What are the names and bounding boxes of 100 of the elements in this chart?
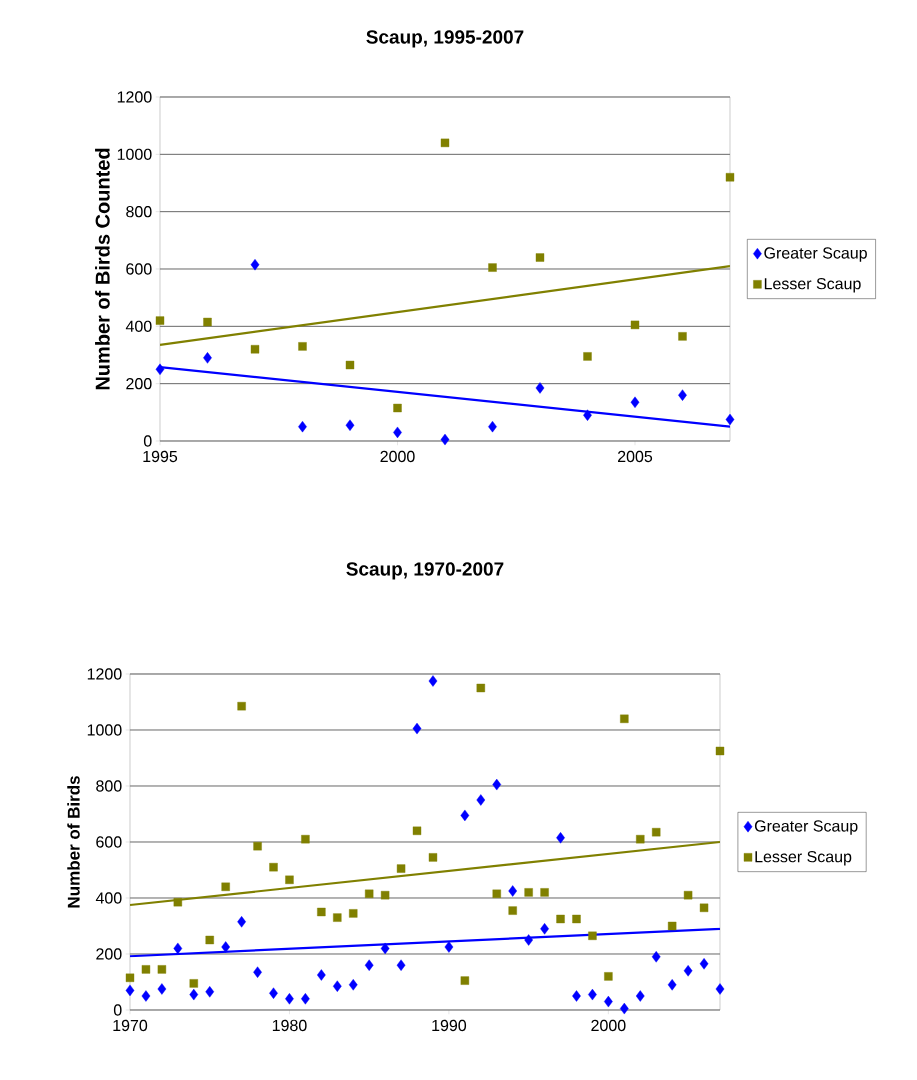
point xyxy=(540,888,549,897)
point xyxy=(189,988,199,1001)
y-tick-label: 600 xyxy=(126,263,152,275)
point xyxy=(301,835,310,844)
point xyxy=(125,984,135,997)
point xyxy=(285,993,294,1005)
point xyxy=(583,409,592,421)
x-tick-label: 2000 xyxy=(591,1019,626,1032)
point xyxy=(440,433,450,446)
point xyxy=(492,778,502,791)
point xyxy=(572,990,581,1002)
x-tick-label: 1970 xyxy=(113,1019,148,1032)
point xyxy=(476,683,486,693)
legend-label: Lesser Scaup xyxy=(764,278,861,293)
point xyxy=(508,906,517,915)
point xyxy=(205,935,214,945)
y-tick-label: 1200 xyxy=(87,668,122,680)
point xyxy=(540,923,549,935)
point xyxy=(253,841,262,851)
chart-title: Scaup, 1995-2007 xyxy=(366,30,524,48)
point xyxy=(269,863,278,872)
point xyxy=(440,138,450,148)
point xyxy=(651,951,661,963)
point xyxy=(652,828,661,837)
point xyxy=(348,979,358,991)
point xyxy=(380,891,390,900)
point xyxy=(524,888,533,897)
point xyxy=(364,959,374,971)
point xyxy=(583,352,592,361)
point xyxy=(588,931,597,940)
y-tick-label: 1200 xyxy=(117,91,152,103)
y-axis-title: Number of Birds xyxy=(67,776,80,908)
point xyxy=(301,993,310,1005)
point xyxy=(317,969,326,981)
legend-label: Greater Scaup xyxy=(764,247,867,262)
point xyxy=(678,332,687,341)
y-tick-label: 400 xyxy=(125,320,152,332)
point xyxy=(221,882,230,891)
point xyxy=(535,253,545,262)
point xyxy=(535,382,545,394)
point xyxy=(683,965,693,977)
point xyxy=(141,965,151,974)
point xyxy=(345,419,355,431)
point xyxy=(667,921,677,931)
point xyxy=(492,889,501,898)
point xyxy=(317,907,326,917)
point xyxy=(141,990,151,1002)
y-tick-label: 0 xyxy=(143,435,152,447)
point xyxy=(428,853,438,862)
point xyxy=(725,173,735,182)
legend-label: Lesser Scaup xyxy=(755,851,852,866)
point xyxy=(715,746,725,756)
point xyxy=(250,259,260,271)
point xyxy=(393,403,402,413)
point xyxy=(412,722,422,735)
point xyxy=(630,396,640,408)
y-tick-label: 600 xyxy=(96,836,122,848)
y-tick-label: 200 xyxy=(96,948,122,960)
point xyxy=(667,979,677,991)
x-tick-label: 2005 xyxy=(618,450,653,463)
point xyxy=(460,976,470,985)
y-tick-label: 800 xyxy=(126,206,152,218)
point xyxy=(396,864,406,873)
point xyxy=(205,986,215,998)
point xyxy=(620,714,629,723)
point xyxy=(572,914,581,924)
point xyxy=(630,320,640,330)
point xyxy=(508,885,518,897)
point xyxy=(380,942,390,955)
point xyxy=(604,972,613,981)
point xyxy=(460,809,470,822)
y-tick-label: 0 xyxy=(113,1004,122,1016)
y-axis-title: Number of Birds Counted xyxy=(95,148,110,390)
point xyxy=(253,966,262,978)
point xyxy=(155,316,165,325)
y-tick-label: 800 xyxy=(96,780,122,792)
point xyxy=(157,983,167,995)
legend-label: Greater Scaup xyxy=(754,820,858,835)
point xyxy=(155,363,165,376)
point xyxy=(203,317,212,327)
point xyxy=(221,941,230,953)
point xyxy=(237,702,246,711)
point xyxy=(285,875,294,884)
point xyxy=(715,983,725,995)
point xyxy=(635,990,645,1002)
point xyxy=(173,898,183,907)
x-tick-label: 2000 xyxy=(380,450,415,463)
point xyxy=(428,675,438,687)
point xyxy=(699,958,709,970)
point xyxy=(488,263,497,272)
point xyxy=(556,832,565,844)
chart-title: Scaup, 1970-2007 xyxy=(346,562,504,580)
point xyxy=(333,913,342,922)
point xyxy=(269,987,278,999)
x-tick-label: 1995 xyxy=(143,450,178,463)
y-tick-label: 1000 xyxy=(117,148,152,160)
y-tick-label: 200 xyxy=(126,378,152,390)
point xyxy=(298,342,307,351)
point xyxy=(412,826,422,835)
point xyxy=(189,979,198,988)
